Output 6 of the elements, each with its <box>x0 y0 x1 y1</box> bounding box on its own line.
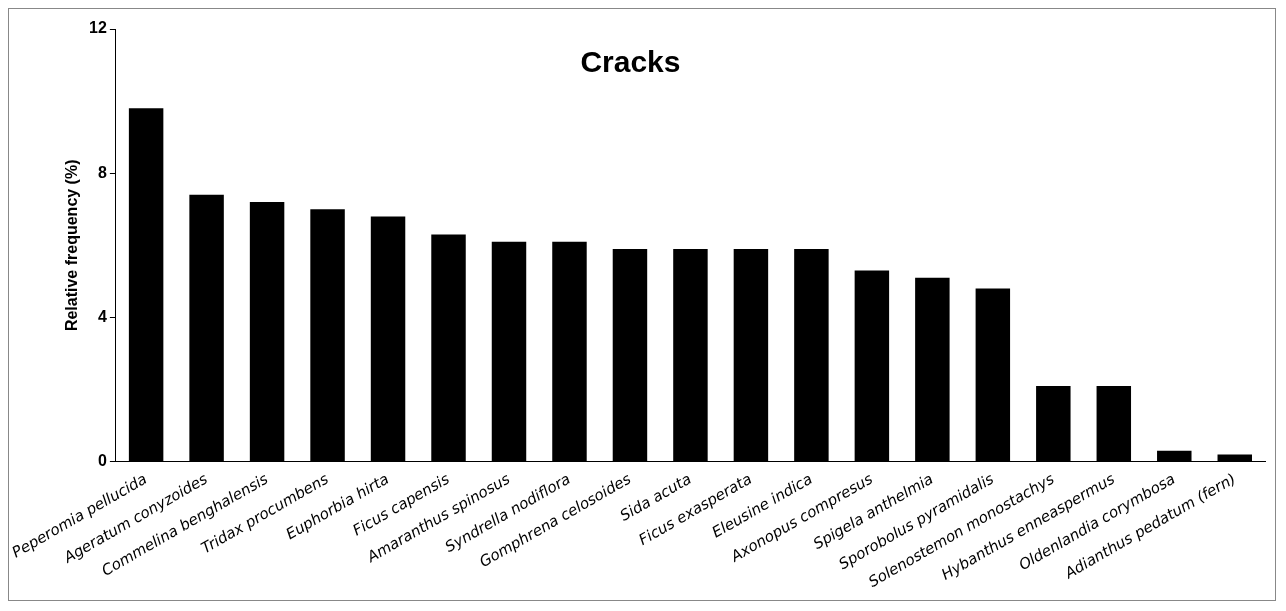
y-tick-label: 0 <box>97 452 107 470</box>
y-axis-title: Relative frequency (%) <box>62 159 80 332</box>
y-tick-label: 12 <box>89 19 107 37</box>
y-tick-label: 8 <box>97 163 107 181</box>
text: Cracks <box>580 45 681 79</box>
y-tick-label: 4 <box>97 307 107 325</box>
